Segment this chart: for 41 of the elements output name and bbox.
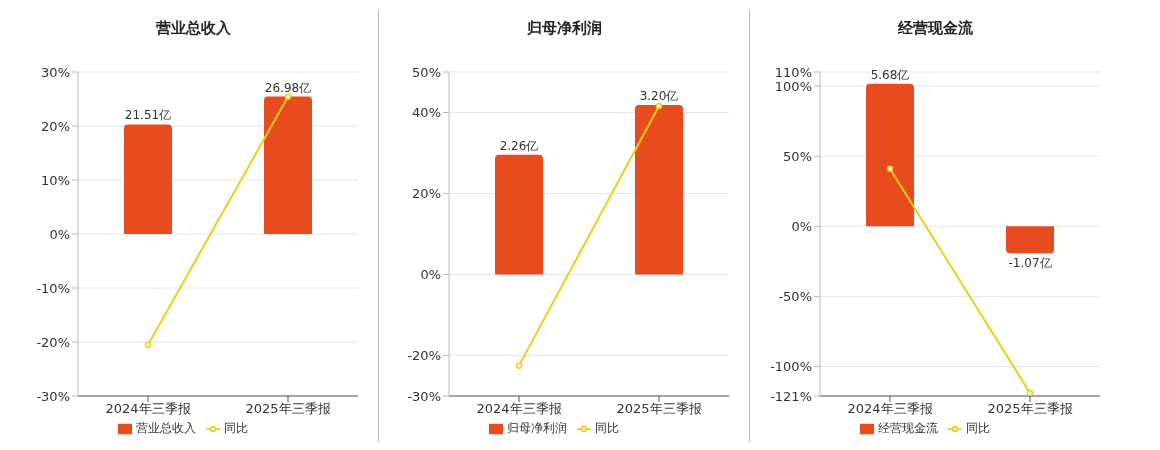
legend-label: 经营现金流 (878, 421, 938, 435)
legend-label: 同比 (966, 421, 990, 435)
y-tick-label: 10% (41, 172, 70, 188)
legend-label: 营业总收入 (136, 421, 196, 435)
chart-title: 归母净利润 (525, 18, 603, 39)
y-tick-label: 20% (412, 186, 441, 202)
data-label: -1.07亿 (1008, 255, 1052, 270)
legend-label: 同比 (595, 421, 619, 435)
y-tick-label: -20% (36, 334, 70, 350)
data-label: 5.68亿 (870, 67, 910, 82)
y-tick-label: 0% (49, 226, 70, 242)
chart-title: 经营现金流 (896, 18, 974, 39)
x-tick-label: 2024年三季报 (847, 401, 933, 417)
y-tick-label: -100% (770, 359, 812, 375)
y-tick-label: 50% (412, 64, 441, 80)
y-tick-label: 110% (774, 64, 812, 80)
x-tick-label: 2024年三季报 (105, 401, 191, 417)
data-label: 2.26亿 (499, 138, 539, 153)
y-tick-label: 20% (41, 118, 70, 134)
y-tick-label: -50% (778, 289, 812, 305)
data-label: 21.51亿 (124, 108, 172, 123)
y-tick-label: 0% (791, 218, 812, 234)
chart-title: 营业总收入 (154, 18, 232, 39)
y-tick-label: -10% (36, 280, 70, 296)
y-tick-label: 30% (41, 64, 70, 80)
data-label: 3.20亿 (639, 88, 679, 103)
x-tick-label: 2025年三季报 (987, 401, 1073, 417)
x-tick-label: 2024年三季报 (476, 401, 562, 417)
y-tick-label: -121% (770, 388, 812, 404)
y-tick-label: 0% (420, 267, 441, 283)
y-tick-label: -30% (36, 388, 70, 404)
y-tick-label: 40% (412, 105, 441, 121)
y-tick-label: -30% (407, 388, 441, 404)
y-tick-label: -20% (407, 348, 441, 364)
y-tick-label: 100% (774, 78, 812, 94)
data-label: 26.98亿 (264, 80, 312, 95)
x-tick-label: 2025年三季报 (245, 401, 331, 417)
x-tick-label: 2025年三季报 (616, 401, 702, 417)
legend-label: 归母净利润 (507, 421, 567, 435)
y-tick-label: 50% (783, 148, 812, 164)
legend-label: 同比 (224, 421, 248, 435)
